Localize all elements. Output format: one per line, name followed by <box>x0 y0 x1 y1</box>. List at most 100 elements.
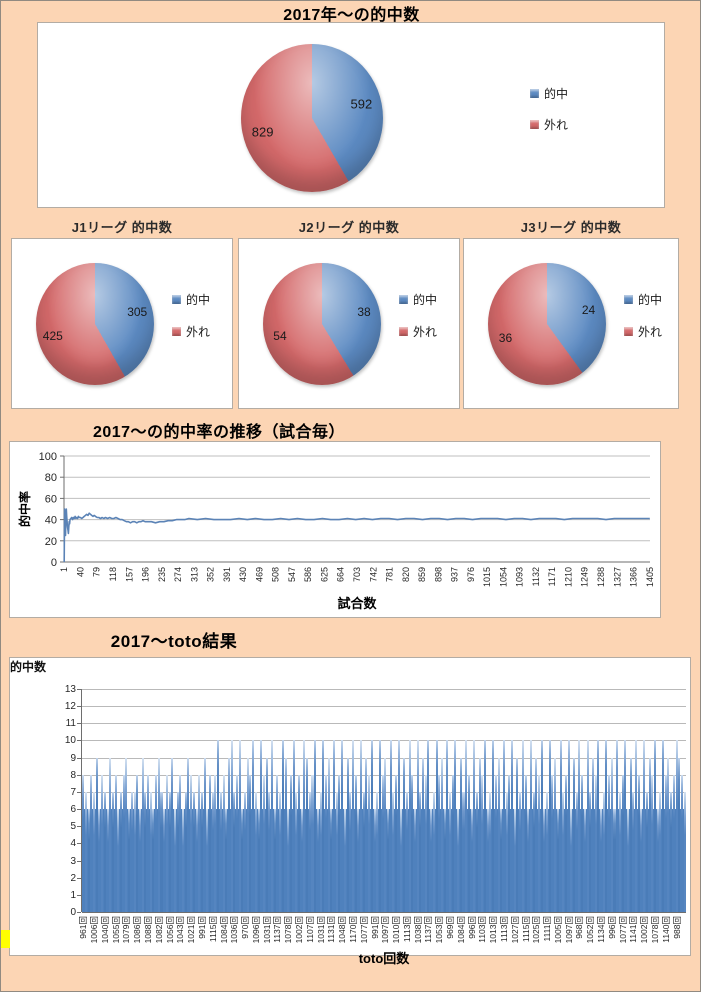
pie-value-hit: 24 <box>581 303 596 318</box>
selected-cell-marker[interactable] <box>1 930 10 948</box>
pie-legend: 的中 外れ <box>172 291 210 355</box>
bar-y-tick-label: 8 <box>70 769 76 781</box>
pie-value-miss: 54 <box>273 329 287 344</box>
bar <box>459 757 462 912</box>
bar-gridline <box>82 740 686 742</box>
bar-gridline <box>82 791 686 793</box>
x-tick-label: 1249 <box>580 567 590 587</box>
bar-y-tick-label: 7 <box>70 786 76 798</box>
bar <box>227 757 230 912</box>
bar <box>438 774 441 912</box>
bar <box>295 791 298 912</box>
bar <box>443 809 446 912</box>
bar <box>219 791 222 912</box>
bar <box>505 791 508 912</box>
bar <box>537 774 540 912</box>
bar <box>157 757 160 912</box>
bar <box>155 774 158 912</box>
bar <box>670 791 673 912</box>
x-tick-label: 742 <box>368 567 378 582</box>
bar-chart-title: 2017～toto結果 <box>110 632 238 651</box>
bar <box>494 774 497 912</box>
miss-swatch-icon <box>624 327 633 336</box>
j2-pie-chart[interactable]: 38 54 的中 外れ <box>238 238 460 409</box>
bar-y-tickmark <box>77 740 81 742</box>
bar <box>381 774 384 912</box>
line-xlabel: 試合数 <box>337 596 377 611</box>
bar <box>392 791 395 912</box>
bar <box>273 809 276 912</box>
bar-y-tickmark <box>77 689 81 690</box>
bar <box>675 740 678 912</box>
pie-legend: 的中 外れ <box>624 291 662 355</box>
bar <box>368 774 371 912</box>
bar <box>84 791 87 912</box>
bar <box>152 809 155 912</box>
bar <box>543 809 546 912</box>
bar-gridline <box>82 689 686 690</box>
legend-label: 外れ <box>544 118 569 132</box>
bar <box>567 740 570 912</box>
j1-pie-chart[interactable]: 305 425 的中 外れ <box>11 238 233 409</box>
pie-graphic <box>263 263 381 385</box>
bar <box>360 740 363 912</box>
bar <box>330 809 333 912</box>
bar <box>586 740 589 912</box>
bar <box>589 791 592 912</box>
bar <box>335 791 338 912</box>
bar <box>333 740 336 912</box>
bar <box>403 757 406 912</box>
pie-graphic <box>488 263 606 385</box>
rate-line-series <box>63 508 650 563</box>
bar <box>570 809 573 912</box>
bar <box>252 740 255 912</box>
bar <box>678 757 681 912</box>
x-tick-label: 469 <box>254 567 264 582</box>
bar <box>400 809 403 912</box>
x-tick-label: 235 <box>157 567 167 582</box>
x-tick-label: 898 <box>433 567 443 582</box>
pie-graphic <box>241 44 383 192</box>
rate-line-chart[interactable]: 0 20 40 60 80 100 1 40 79 118 157 196 235 274 313 352 39… <box>9 441 661 618</box>
bar <box>90 774 93 912</box>
pie-legend: 的中 外れ <box>530 85 568 147</box>
bar <box>556 809 559 912</box>
bar <box>562 791 565 912</box>
miss-swatch-icon <box>399 327 408 336</box>
bar-xlabel: toto回数 <box>358 951 410 966</box>
bar <box>386 809 389 912</box>
bar <box>87 809 90 912</box>
bar <box>303 740 306 912</box>
bar <box>667 757 670 912</box>
bar <box>422 757 425 912</box>
bar <box>217 740 220 912</box>
bar <box>575 791 578 912</box>
x-tick-label: 664 <box>336 567 346 582</box>
miss-swatch-icon <box>172 327 181 336</box>
toto-bar-chart[interactable]: 的中数 13 12 11 10 9 8 7 6 5 4 3 2 1 0 961回 1006回 1040回 1055回… <box>9 657 691 966</box>
bar <box>138 809 141 912</box>
bar <box>209 774 212 912</box>
bar <box>637 774 640 912</box>
bar-y-tickmark <box>77 843 81 845</box>
bar <box>244 791 247 912</box>
bar <box>465 740 468 912</box>
bar <box>613 809 616 912</box>
y-tick-label: 40 <box>45 515 57 527</box>
legend-label: 外れ <box>186 325 211 339</box>
bar <box>559 740 562 912</box>
bar-y-tick-label: 6 <box>70 804 76 816</box>
bar <box>629 757 632 912</box>
x-tick-label: 118 <box>108 567 118 581</box>
bar <box>481 774 484 912</box>
bar <box>268 791 271 912</box>
overall-pie-chart[interactable]: 592 829 的中 外れ <box>37 22 665 208</box>
j3-pie-chart[interactable]: 24 36 的中 外れ <box>463 238 679 409</box>
bar <box>616 740 619 912</box>
bar <box>413 809 416 912</box>
bar <box>651 774 654 912</box>
bar <box>281 740 284 912</box>
bar <box>492 740 495 912</box>
bar <box>419 791 422 912</box>
legend-item: 的中 <box>399 291 437 308</box>
